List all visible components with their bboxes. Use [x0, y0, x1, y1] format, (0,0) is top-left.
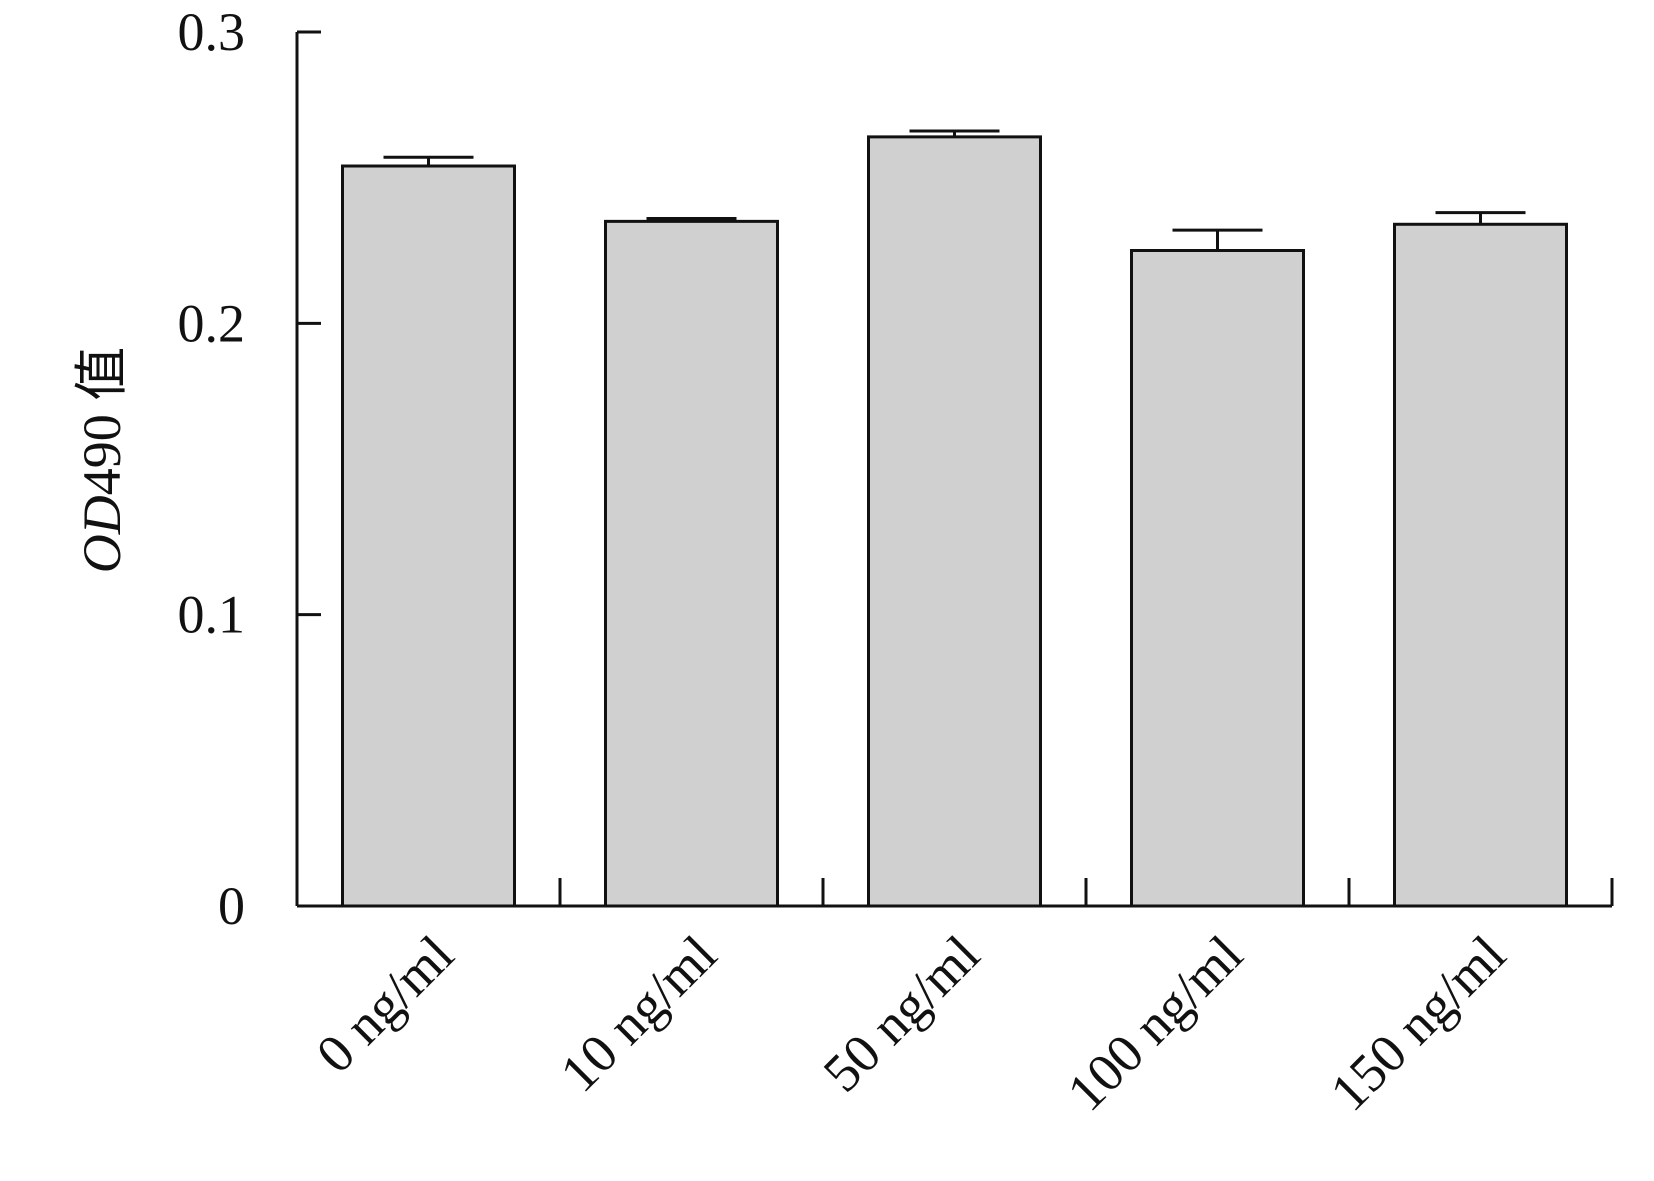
y-tick-label-1: 0.1 — [178, 585, 246, 645]
axes-group — [295, 30, 1614, 908]
x-tick-label-3: 100 ng/ml — [1056, 924, 1254, 1122]
y-tick-labels-group: 0 0.1 0.2 0.3 — [178, 2, 246, 936]
bar-2 — [867, 135, 1042, 908]
bar-0 — [341, 164, 516, 908]
bar-4 — [1393, 222, 1568, 908]
bar-3 — [1130, 249, 1305, 908]
x-tick-label-0: 0 ng/ml — [305, 924, 465, 1084]
x-tick-label-2: 50 ng/ml — [812, 924, 991, 1103]
bars-group — [341, 135, 1568, 908]
y-axis-label-rest: 490 值 — [72, 347, 132, 496]
y-axis-label: OD490 值 — [72, 347, 132, 574]
y-tick-label-2: 0.2 — [178, 293, 246, 353]
y-tick-label-3: 0.3 — [178, 2, 246, 62]
bar-1 — [604, 219, 779, 908]
x-tick-label-1: 10 ng/ml — [549, 924, 728, 1103]
x-tick-label-4: 150 ng/ml — [1319, 924, 1517, 1122]
y-tick-label-0: 0 — [218, 876, 245, 936]
x-tick-labels-group: 0 ng/ml 10 ng/ml 50 ng/ml 100 ng/ml 150 ng/m… — [305, 924, 1517, 1122]
y-axis-label-italic: OD — [72, 495, 132, 573]
error-bars-group — [383, 129, 1526, 251]
